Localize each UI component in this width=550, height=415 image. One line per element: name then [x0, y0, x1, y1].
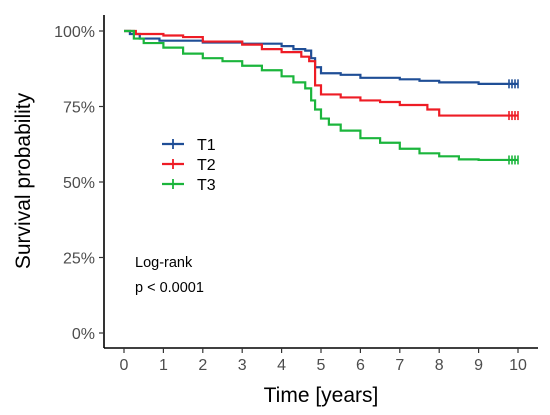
series-layer: [124, 29, 519, 165]
legend-label-t1: T1: [197, 137, 216, 154]
series-line-t1: [124, 29, 518, 85]
x-tick-label: 4: [277, 357, 286, 374]
annotation-pvalue: p < 0.0001: [135, 280, 204, 296]
x-axis-title: Time [years]: [264, 384, 379, 407]
x-tick-label: 5: [317, 357, 326, 374]
y-tick-label: 50%: [63, 175, 95, 192]
x-tick-label: 3: [238, 357, 247, 374]
legend-label-t2: T2: [197, 157, 216, 174]
x-tick-label: 0: [120, 357, 129, 374]
legend: T1 T2 T3: [162, 137, 216, 194]
annotation-logrank: Log-rank: [135, 255, 193, 271]
y-tick-label: 100%: [54, 24, 95, 41]
legend-label-t3: T3: [197, 177, 216, 194]
x-tick-label: 6: [356, 357, 365, 374]
series-line-t3: [124, 29, 518, 162]
series-line-t2: [124, 29, 518, 117]
x-tick-label: 10: [509, 357, 527, 374]
y-axis-title: Survival probability: [12, 92, 35, 269]
axes-layer: 0 1 2 3 4 5 6 7 8 9 100%25%50%75%100%: [54, 15, 538, 374]
y-tick-label: 75%: [63, 100, 95, 117]
x-tick-label: 9: [474, 357, 483, 374]
x-tick-label: 7: [395, 357, 404, 374]
x-tick-label: 8: [435, 357, 444, 374]
x-tick-label: 2: [198, 357, 207, 374]
y-tick-label: 25%: [63, 251, 95, 268]
y-tick-label: 0%: [72, 326, 95, 343]
x-tick-label: 1: [159, 357, 168, 374]
